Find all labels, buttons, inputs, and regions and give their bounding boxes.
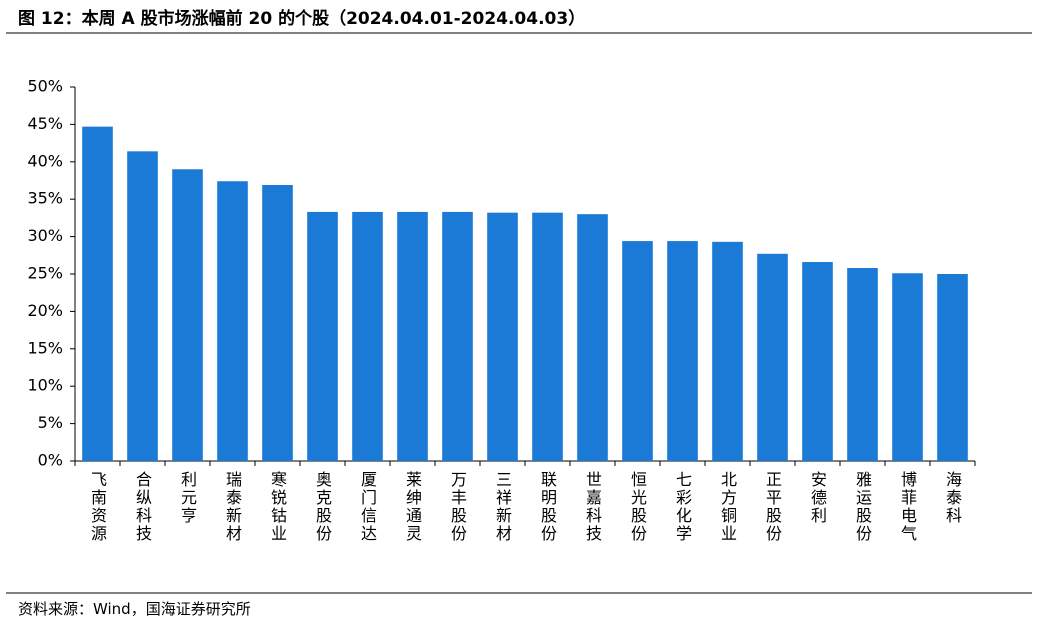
bar — [757, 253, 788, 461]
x-tick-label: 安德利 — [808, 471, 827, 525]
bar — [937, 274, 968, 461]
y-tick-label: 35% — [27, 189, 63, 208]
x-tick-label: 寒锐钴业 — [268, 470, 287, 543]
x-tick-label: 瑞泰新材 — [223, 471, 242, 543]
chart-title: 图 12：本周 A 股市场涨幅前 20 的个股（2024.04.01-2024.… — [18, 8, 585, 29]
x-tick-label: 莱绅通灵 — [403, 471, 422, 543]
bar — [487, 212, 518, 461]
bar — [217, 181, 248, 462]
x-tick-label: 北方铜业 — [718, 471, 737, 543]
bar — [847, 268, 878, 461]
x-tick-label: 海泰科 — [943, 471, 962, 525]
x-tick-label: 正平股份 — [763, 471, 782, 543]
y-tick-label: 10% — [27, 376, 63, 395]
bar — [622, 241, 653, 461]
y-tick-label: 50% — [27, 77, 63, 96]
y-tick-label: 20% — [27, 301, 63, 320]
x-tick-label: 厦门信达 — [358, 471, 377, 543]
x-tick-label: 奥克股份 — [313, 471, 332, 543]
bar — [712, 241, 743, 461]
bar — [307, 211, 338, 461]
x-tick-label: 合纵科技 — [133, 471, 152, 543]
bar — [352, 211, 383, 461]
x-tick-label: 飞南资源 — [88, 471, 107, 543]
bar — [172, 169, 203, 461]
x-tick-label: 利元亨 — [178, 471, 197, 525]
y-tick-label: 40% — [27, 151, 63, 170]
y-tick-label: 45% — [27, 114, 63, 133]
x-tick-label: 博菲电气 — [898, 471, 917, 543]
bar — [262, 184, 293, 461]
y-tick-label: 15% — [27, 338, 63, 357]
x-tick-label: 万丰股份 — [448, 471, 467, 543]
x-tick-label: 联明股份 — [538, 471, 557, 543]
bar — [892, 273, 923, 461]
y-tick-label: 25% — [27, 264, 63, 283]
y-tick-label: 5% — [38, 413, 63, 432]
bar — [82, 126, 113, 462]
bar — [397, 211, 428, 461]
x-tick-label: 雅运股份 — [853, 471, 872, 543]
bar — [442, 211, 473, 461]
x-tick-label: 恒光股份 — [628, 471, 647, 543]
bar — [577, 214, 608, 461]
x-tick-label: 世嘉科技 — [583, 471, 602, 543]
y-tick-label: 0% — [38, 451, 63, 470]
source: 资料来源：Wind，国海证券研究所 — [18, 600, 251, 618]
bar — [127, 151, 158, 461]
bar — [667, 241, 698, 461]
y-tick-label: 30% — [27, 226, 63, 245]
x-tick-label: 七彩化学 — [673, 471, 692, 543]
bar — [802, 262, 833, 461]
x-tick-label: 三祥新材 — [493, 471, 512, 543]
bar — [532, 212, 563, 461]
